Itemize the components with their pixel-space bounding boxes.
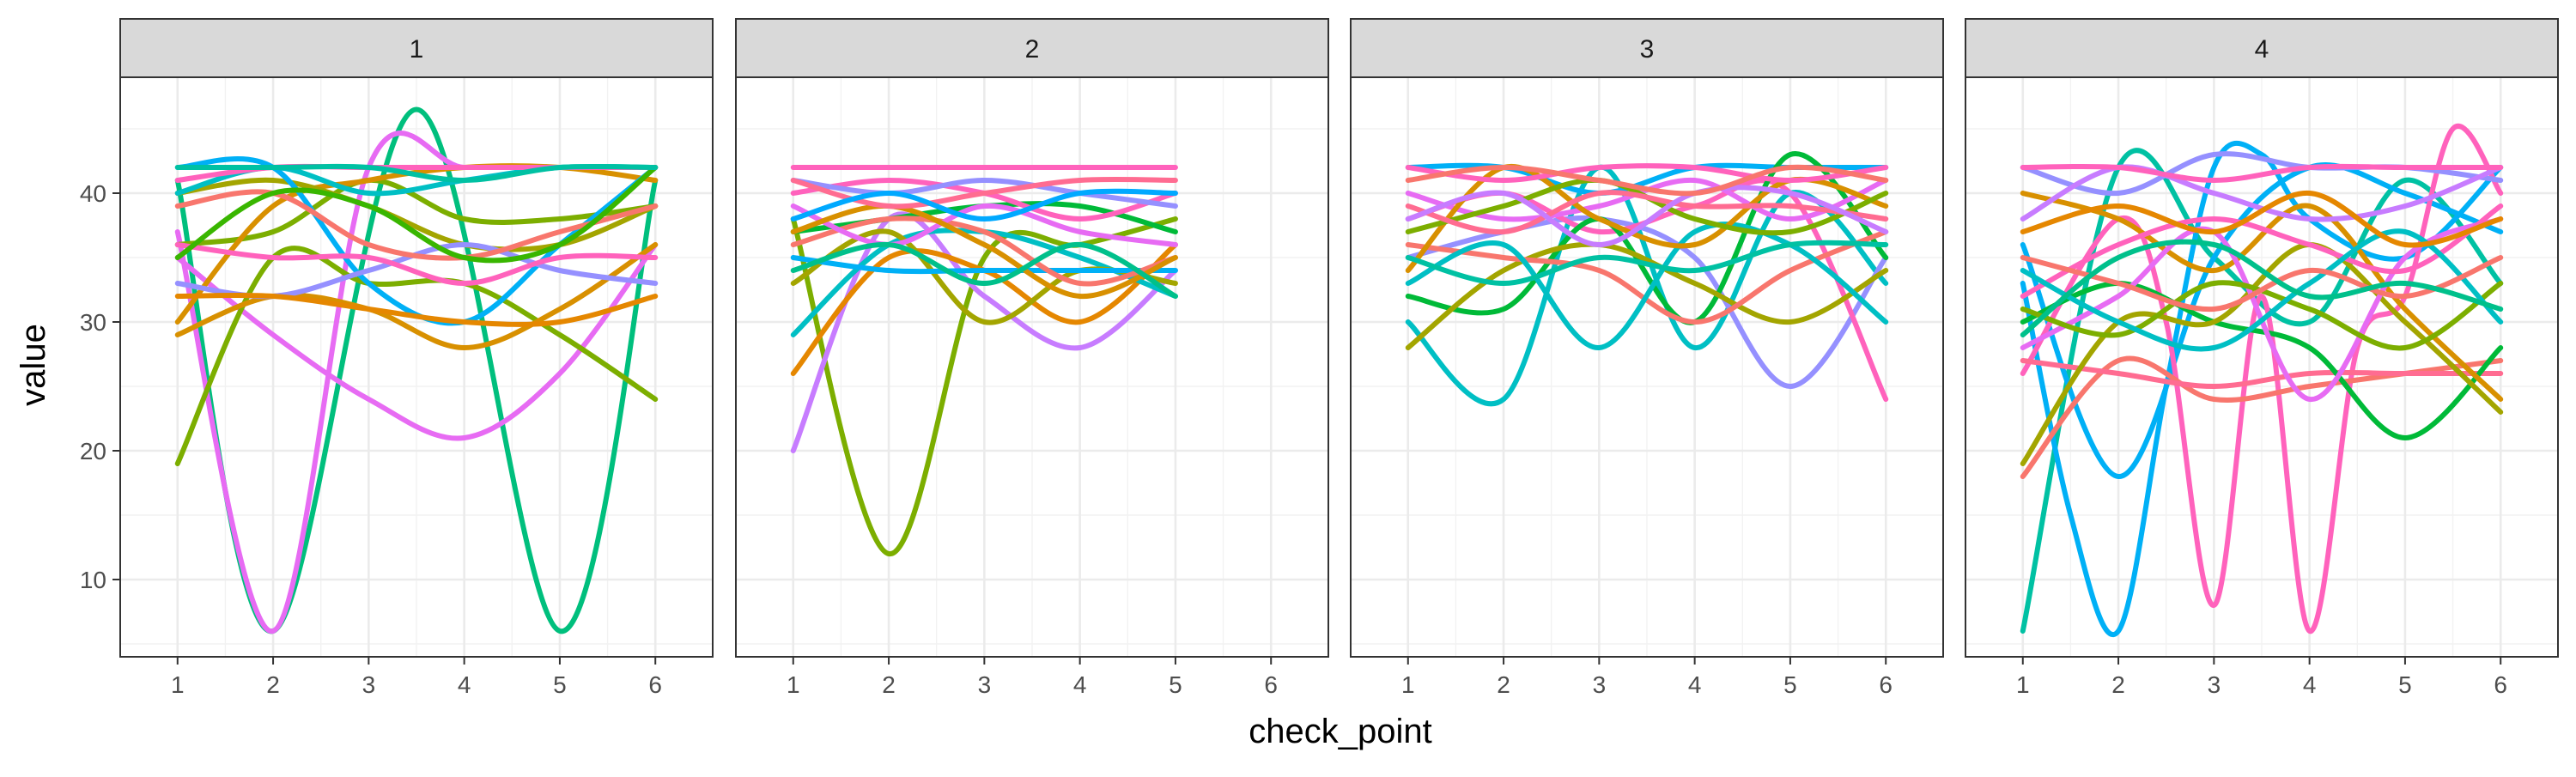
x-tick-label: 4 <box>458 671 471 698</box>
x-tick-label: 4 <box>1073 671 1087 698</box>
series-line <box>174 165 659 264</box>
panel-border <box>1965 76 2559 658</box>
y-axis-title: value <box>15 324 52 406</box>
series-line <box>174 242 659 350</box>
x-tick-label: 2 <box>1497 671 1510 698</box>
series-line <box>1405 240 1889 286</box>
series-line <box>174 292 659 327</box>
x-tick-label: 6 <box>1879 671 1893 698</box>
facet-strip-label: 2 <box>1025 35 1040 64</box>
series-line <box>2020 255 2504 313</box>
x-tick-label: 5 <box>2398 671 2412 698</box>
y-tick-label: 40 <box>80 180 106 207</box>
y-tick-label: 10 <box>80 567 106 593</box>
facet-strip-label: 1 <box>410 35 424 64</box>
series-line <box>790 178 1178 209</box>
x-tick-label: 5 <box>1783 671 1797 698</box>
series-line <box>790 188 1178 222</box>
facet-strip <box>1965 18 2559 78</box>
panel-3: 3 1 2 3 4 5 6 <box>1350 18 1944 698</box>
series-line <box>2020 191 2504 402</box>
series-line <box>790 215 1178 287</box>
series-line <box>1405 163 1889 183</box>
x-tick-label: 3 <box>1593 671 1607 698</box>
series-line <box>2020 239 2504 337</box>
series-line <box>1405 177 1889 222</box>
series-line <box>174 163 659 183</box>
series-line <box>2020 216 2504 403</box>
series-line <box>2020 162 2504 480</box>
x-tick-label: 2 <box>266 671 280 698</box>
series-line <box>2020 203 2504 299</box>
series-line <box>2020 242 2504 466</box>
series-line <box>2020 281 2504 440</box>
series-line <box>1405 151 1889 325</box>
series-group <box>174 106 659 634</box>
panel-border <box>735 76 1329 658</box>
series-line <box>790 203 1178 300</box>
series-line <box>2020 190 2504 248</box>
x-tick-label: 2 <box>2111 671 2125 698</box>
series-line <box>790 255 1178 275</box>
panel-border <box>1350 76 1944 658</box>
x-tick-label: 3 <box>2208 671 2221 698</box>
x-tick-label: 5 <box>553 671 567 698</box>
panel-border <box>119 76 714 658</box>
series-line <box>1405 190 1889 235</box>
facet-strip <box>119 18 714 78</box>
series-line <box>174 189 659 261</box>
x-tick-label: 1 <box>1401 671 1415 698</box>
series-line <box>174 177 659 247</box>
facet-strip-label: 4 <box>2255 35 2269 64</box>
facet-strip-label: 3 <box>1640 35 1655 64</box>
series-group <box>2020 124 2504 637</box>
series-line <box>1405 222 1889 351</box>
panel-2: 2 1 2 3 4 5 6 <box>735 18 1329 698</box>
series-line <box>174 242 659 286</box>
series-line <box>790 203 1178 247</box>
series-group <box>1405 151 1889 407</box>
series-line <box>2020 164 2504 222</box>
series-line <box>790 241 1178 299</box>
x-axis-title: check_point <box>1249 713 1431 750</box>
series-line <box>2020 124 2504 634</box>
y-tick-label: 20 <box>80 438 106 464</box>
x-tick-label: 4 <box>1688 671 1702 698</box>
series-group <box>790 164 1178 556</box>
x-tick-label: 6 <box>2494 671 2507 698</box>
series-line <box>1405 229 1889 325</box>
series-line <box>1405 185 1889 247</box>
series-line <box>1405 164 1889 197</box>
x-tick-label: 1 <box>787 671 800 698</box>
x-tick-label: 5 <box>1169 671 1182 698</box>
series-line <box>2020 228 2504 352</box>
x-tick-label: 3 <box>362 671 376 698</box>
x-tick-label: 6 <box>1264 671 1278 698</box>
x-tick-label: 1 <box>171 671 185 698</box>
facet-strip <box>1350 18 1944 78</box>
panel-4: 4 1 2 3 4 5 6 <box>1965 18 2559 698</box>
x-tick-label: 1 <box>2016 671 2030 698</box>
x-tick-label: 2 <box>882 671 896 698</box>
x-tick-label: 3 <box>978 671 992 698</box>
series-line <box>2020 280 2504 351</box>
series-line <box>174 177 659 252</box>
x-tick-label: 4 <box>2303 671 2317 698</box>
series-line <box>2020 163 2504 183</box>
facet-strip <box>735 18 1329 78</box>
series-line <box>2020 358 2504 389</box>
panel-1: 1 1 2 3 4 5 6 10 20 30 40 <box>80 18 714 698</box>
x-tick-label: 6 <box>648 671 662 698</box>
y-tick-label: 30 <box>80 309 106 336</box>
series-line <box>174 246 659 466</box>
